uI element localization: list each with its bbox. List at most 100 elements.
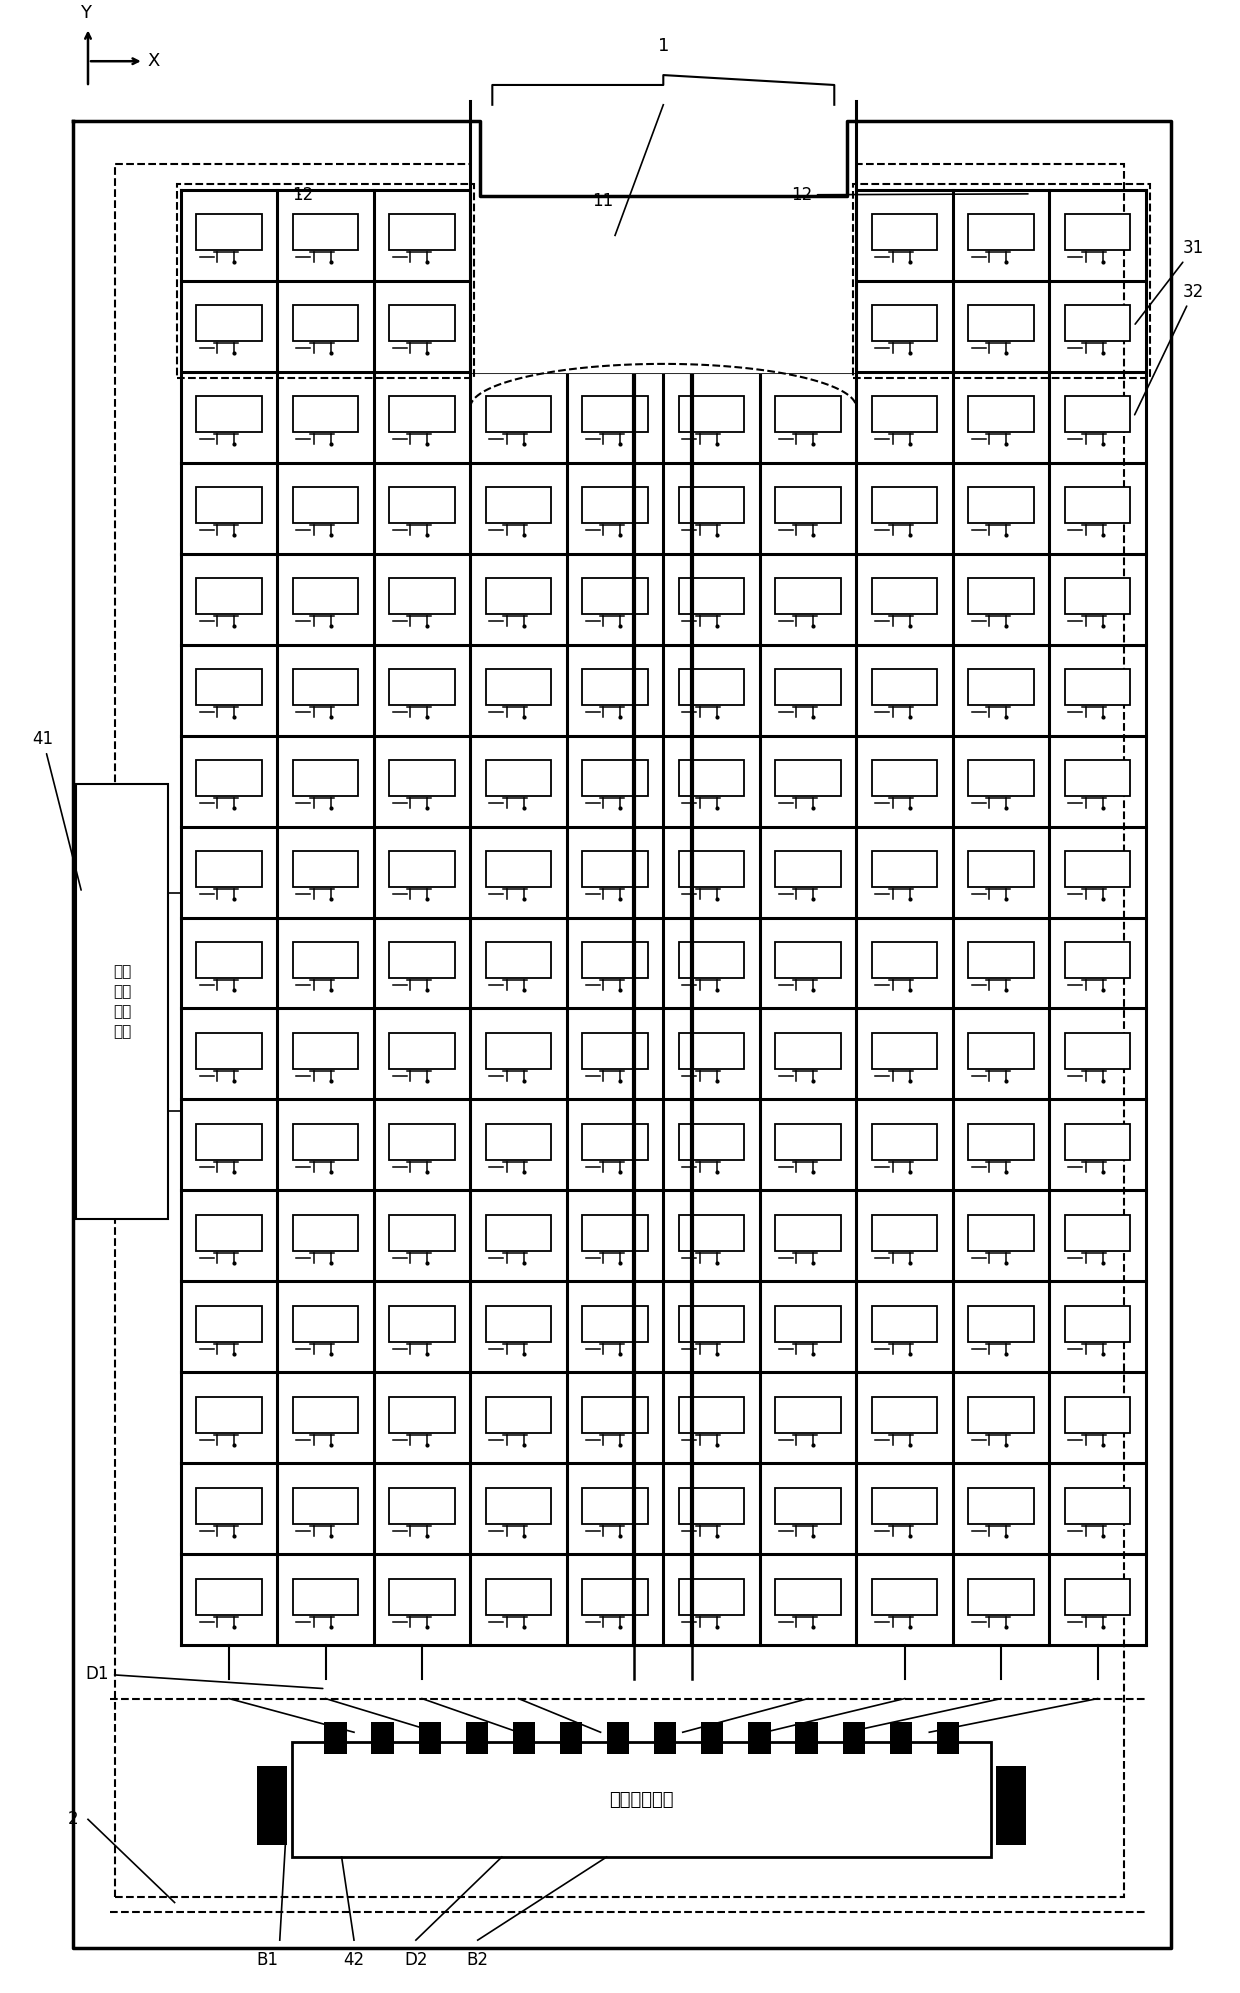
Bar	[1065, 1578, 1131, 1614]
Bar	[775, 1487, 841, 1525]
Bar	[389, 943, 455, 979]
Bar	[486, 1487, 552, 1525]
Bar	[872, 759, 937, 795]
Text: D1: D1	[86, 1664, 322, 1688]
Bar	[196, 670, 262, 706]
Bar	[678, 397, 744, 432]
Bar	[795, 1722, 817, 1754]
Bar	[466, 1722, 487, 1754]
Bar	[258, 1766, 288, 1846]
Bar	[968, 578, 1034, 614]
Bar	[968, 759, 1034, 795]
Bar	[872, 1032, 937, 1068]
Bar	[76, 783, 169, 1220]
Bar	[389, 670, 455, 706]
Text: 12: 12	[791, 185, 1028, 203]
Bar	[872, 1487, 937, 1525]
Bar	[583, 486, 647, 524]
Bar	[293, 486, 358, 524]
Bar	[293, 1124, 358, 1160]
Bar	[1065, 943, 1131, 979]
Bar	[678, 851, 744, 887]
Bar	[968, 1305, 1034, 1341]
Bar	[486, 397, 552, 432]
Text: 32: 32	[1135, 283, 1204, 415]
Bar	[293, 397, 358, 432]
Bar	[678, 1216, 744, 1252]
Bar	[293, 1578, 358, 1614]
Bar	[1065, 759, 1131, 795]
Bar	[419, 1722, 440, 1754]
Bar	[389, 578, 455, 614]
Bar	[968, 397, 1034, 432]
Bar	[583, 1032, 647, 1068]
Bar	[653, 1722, 676, 1754]
Bar	[559, 1722, 582, 1754]
Bar	[968, 215, 1034, 251]
Bar	[293, 305, 358, 341]
Bar	[389, 215, 455, 251]
Bar	[293, 1742, 991, 1857]
Text: X: X	[148, 52, 160, 70]
Bar	[196, 1305, 262, 1341]
Bar	[775, 1305, 841, 1341]
Bar	[389, 1032, 455, 1068]
Bar	[968, 1397, 1034, 1433]
Bar	[968, 670, 1034, 706]
Text: 41: 41	[32, 729, 81, 891]
Bar	[293, 1397, 358, 1433]
Bar	[678, 1397, 744, 1433]
Bar	[583, 578, 647, 614]
Bar	[775, 1032, 841, 1068]
Bar	[872, 1124, 937, 1160]
Bar	[389, 1578, 455, 1614]
Bar	[196, 1487, 262, 1525]
Bar	[968, 486, 1034, 524]
Text: 31: 31	[1135, 239, 1204, 325]
Bar	[196, 1124, 262, 1160]
Bar	[775, 759, 841, 795]
Bar	[1065, 578, 1131, 614]
Bar	[293, 578, 358, 614]
Bar	[196, 397, 262, 432]
Bar	[678, 1124, 744, 1160]
Bar	[775, 943, 841, 979]
Bar	[293, 759, 358, 795]
Bar	[196, 759, 262, 795]
Bar	[583, 851, 647, 887]
Bar	[678, 486, 744, 524]
Bar	[115, 163, 1123, 1897]
Bar	[968, 1578, 1034, 1614]
Bar	[196, 851, 262, 887]
Bar	[196, 305, 262, 341]
Bar	[678, 1578, 744, 1614]
Bar	[486, 943, 552, 979]
Bar	[293, 215, 358, 251]
Text: 11: 11	[591, 191, 614, 209]
Text: Y: Y	[81, 4, 91, 22]
Bar	[968, 1032, 1034, 1068]
Polygon shape	[470, 112, 857, 373]
Bar	[196, 1216, 262, 1252]
Bar	[968, 1487, 1034, 1525]
Bar	[389, 851, 455, 887]
Bar	[583, 1305, 647, 1341]
Bar	[486, 670, 552, 706]
Bar	[968, 943, 1034, 979]
Text: 12: 12	[293, 185, 314, 203]
Bar	[196, 578, 262, 614]
Bar	[872, 578, 937, 614]
Bar	[968, 1124, 1034, 1160]
Bar	[936, 1722, 959, 1754]
Bar	[775, 1124, 841, 1160]
Bar	[1065, 397, 1131, 432]
Bar	[1065, 1032, 1131, 1068]
Bar	[1065, 215, 1131, 251]
Bar	[486, 1397, 552, 1433]
Bar	[968, 851, 1034, 887]
Bar	[325, 1722, 346, 1754]
Bar	[678, 1487, 744, 1525]
Text: 2: 2	[68, 1810, 78, 1828]
Bar	[968, 305, 1034, 341]
Bar	[872, 943, 937, 979]
